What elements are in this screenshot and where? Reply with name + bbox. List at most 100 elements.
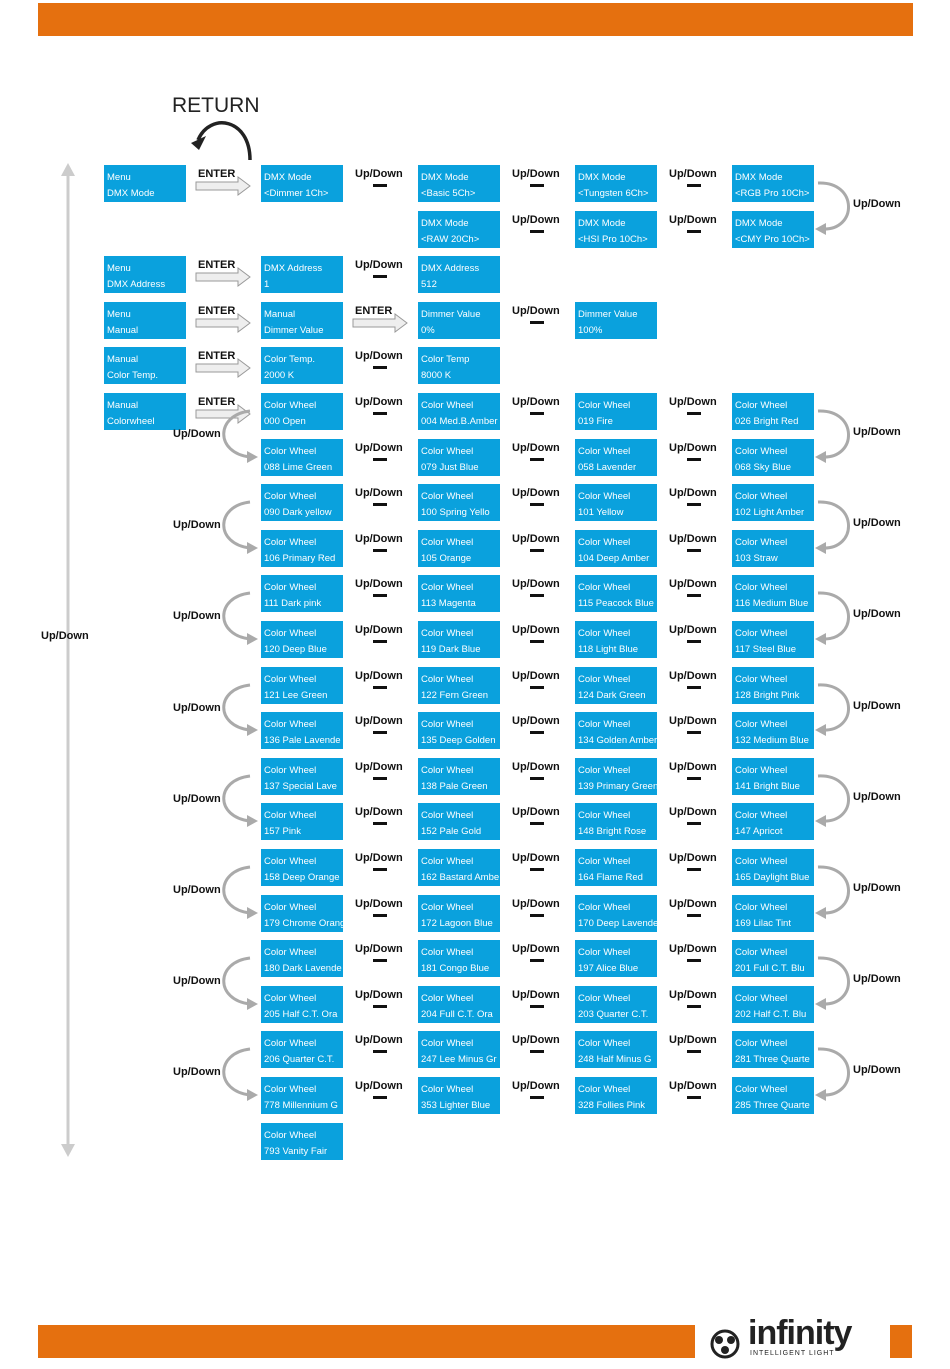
right-turn-arrow [817, 683, 850, 732]
menu-display-box: Color Wheel 247 Lee Minus Gr [418, 1031, 500, 1068]
menu-display-box: Color Wheel 152 Pale Gold [418, 803, 500, 840]
menu-display-box: Color Wheel 102 Light Amber [732, 484, 814, 521]
arrowhead-icon [815, 451, 826, 463]
menu-display-box: Color Wheel 113 Magenta [418, 575, 500, 612]
box-value: 124 Dark Green [578, 690, 646, 701]
box-value: 103 Straw [735, 553, 778, 564]
box-title: Color Wheel [264, 582, 317, 593]
menu-display-box: DMX Mode <CMY Pro 10Ch> [732, 211, 814, 248]
updown-label: Up/Down [355, 259, 403, 271]
box-title: Color Wheel [578, 400, 631, 411]
updown-label: Up/Down [669, 533, 717, 545]
arrowhead-icon [815, 724, 826, 736]
arrowhead-icon [815, 633, 826, 645]
menu-display-box: Menu DMX Address [104, 256, 186, 293]
updown-dash [373, 822, 387, 825]
box-value: 1 [264, 279, 270, 290]
box-title: Color Wheel [421, 674, 474, 685]
right-turn-arrow [817, 1047, 850, 1097]
box-title: Color Wheel [421, 1038, 474, 1049]
box-title: Color Temp. [264, 354, 316, 365]
updown-label: Up/Down [355, 624, 403, 636]
updown-dash [530, 914, 544, 917]
menu-display-box: Color Wheel 202 Half C.T. Blu [732, 986, 814, 1023]
updown-dash [530, 686, 544, 689]
box-title: Manual [107, 400, 139, 411]
updown-label: Up/Down [669, 670, 717, 682]
updown-label: Up/Down [669, 1080, 717, 1092]
updown-label: Up/Down [355, 761, 403, 773]
box-title: Menu [107, 263, 131, 274]
menu-display-box: Color Wheel 119 Dark Blue [418, 621, 500, 658]
box-title: Color Wheel [578, 765, 631, 776]
updown-label: Up/Down [669, 898, 717, 910]
menu-display-box: Manual Color Temp. [104, 347, 186, 384]
box-value: 100% [578, 325, 603, 336]
menu-display-box: Color Wheel 147 Apricot [732, 803, 814, 840]
updown-dash [687, 868, 701, 871]
brand-name: infinity [748, 1314, 852, 1352]
menu-display-box: Color Wheel 124 Dark Green [575, 667, 657, 704]
left-turn-arrow [222, 956, 251, 1006]
menu-display-box: DMX Address 1 [261, 256, 343, 293]
arrowhead-icon [247, 724, 258, 736]
updown-label: Up/Down [355, 715, 403, 727]
box-title: DMX Mode [735, 218, 783, 229]
menu-display-box: Color Wheel 164 Flame Red [575, 849, 657, 886]
menu-display-box: Color Wheel 169 Lilac Tint [732, 895, 814, 932]
right-turn-arrow [817, 500, 850, 550]
menu-display-box: Color Wheel 068 Sky Blue [732, 439, 814, 476]
box-title: Color Wheel [421, 582, 474, 593]
return-label: RETURN [172, 94, 260, 117]
menu-display-box: DMX Mode <Tungsten 6Ch> [575, 165, 657, 202]
updown-label: Up/Down [512, 761, 560, 773]
box-value: 204 Full C.T. Ora [421, 1009, 493, 1020]
box-title: Color Wheel [735, 400, 788, 411]
left-updown-label: Up/Down [173, 519, 221, 531]
updown-dash [373, 184, 387, 187]
arrowhead-icon [247, 542, 258, 554]
box-title: Color Wheel [264, 446, 317, 457]
updown-label: Up/Down [512, 943, 560, 955]
box-title: Color Wheel [578, 628, 631, 639]
updown-dash [530, 1050, 544, 1053]
menu-display-box: Color Wheel 128 Bright Pink [732, 667, 814, 704]
box-value: 138 Pale Green [421, 781, 488, 792]
updown-dash [373, 640, 387, 643]
updown-dash [373, 731, 387, 734]
updown-label: Up/Down [355, 396, 403, 408]
updown-label: Up/Down [512, 624, 560, 636]
right-turn-arrow [817, 591, 850, 641]
arrowhead-icon [815, 907, 826, 919]
box-title: DMX Mode [578, 218, 626, 229]
updown-label: Up/Down [512, 487, 560, 499]
arrowhead-icon [815, 815, 826, 827]
updown-dash [530, 184, 544, 187]
updown-dash [687, 1005, 701, 1008]
box-value: <Tungsten 6Ch> [578, 188, 649, 199]
box-value: 026 Bright Red [735, 416, 799, 427]
box-value: 247 Lee Minus Gr [421, 1054, 497, 1065]
menu-display-box: DMX Mode <Dimmer 1Ch> [261, 165, 343, 202]
box-value: 136 Pale Lavende [264, 735, 341, 746]
menu-display-box: Color Wheel 793 Vanity Fair [261, 1123, 343, 1160]
right-turn-arrow [817, 774, 850, 823]
box-title: Menu [107, 309, 131, 320]
box-title: Color Wheel [735, 902, 788, 913]
updown-dash [530, 1005, 544, 1008]
box-title: Color Wheel [735, 582, 788, 593]
box-title: Color Wheel [264, 765, 317, 776]
box-value: 115 Peacock Blue [578, 598, 654, 609]
menu-display-box: Color Wheel 138 Pale Green [418, 758, 500, 795]
box-title: DMX Mode [421, 172, 469, 183]
updown-dash [373, 503, 387, 506]
box-title: Color Wheel [735, 765, 788, 776]
box-title: Color Wheel [578, 446, 631, 457]
box-title: Color Wheel [578, 993, 631, 1004]
menu-display-box: Color Wheel 079 Just Blue [418, 439, 500, 476]
updown-dash [373, 1005, 387, 1008]
right-updown-label: Up/Down [853, 198, 901, 210]
box-title: DMX Mode [735, 172, 783, 183]
menu-display-box: Color Wheel 201 Full C.T. Blu [732, 940, 814, 977]
header-bar [38, 3, 913, 36]
